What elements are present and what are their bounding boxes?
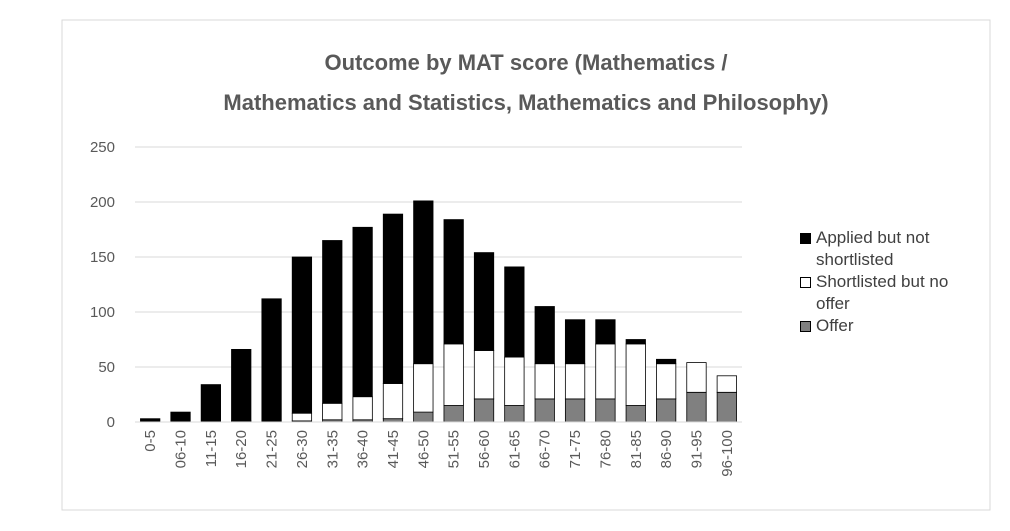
bar-segment — [352, 396, 373, 421]
x-tick-label: 91-95 — [688, 430, 705, 468]
bar-segment — [322, 240, 343, 404]
bar-segment — [200, 384, 221, 423]
legend-swatch — [800, 321, 811, 332]
bar-segment — [595, 398, 616, 423]
x-tick-label: 81-85 — [628, 430, 645, 468]
bar-segment — [625, 343, 646, 406]
bar-segment — [504, 405, 525, 423]
x-tick-label: 71-75 — [567, 430, 584, 468]
bar-segment — [473, 350, 495, 400]
chart-title: Mathematics and Statistics, Mathematics … — [223, 90, 829, 115]
bar-segment — [504, 356, 525, 406]
bar-segment — [716, 391, 737, 423]
x-tick-label: 21-25 — [264, 430, 281, 468]
x-tick-label: 0-5 — [142, 430, 159, 452]
bar-segment — [595, 343, 616, 400]
x-tick-label: 96-100 — [719, 430, 736, 477]
legend-swatch — [800, 277, 811, 288]
x-tick-label: 11-15 — [203, 430, 220, 467]
bar-segment — [413, 363, 434, 413]
x-tick-label: 46-50 — [415, 430, 432, 468]
x-tick-label: 86-90 — [658, 430, 675, 468]
bar-segment — [170, 411, 191, 423]
bar-segment — [534, 398, 555, 423]
bar-segment — [473, 252, 495, 351]
y-tick-label: 0 — [107, 414, 115, 431]
legend-label: Shortlisted but no offer — [816, 272, 949, 313]
bar-segment — [261, 298, 282, 423]
bar-segment — [716, 375, 737, 393]
bar-segment — [291, 412, 313, 422]
legend-label: Applied but not shortlisted — [816, 228, 930, 269]
bar-segment — [291, 256, 313, 414]
bar-segment — [413, 200, 434, 365]
x-tick-label: 06-10 — [173, 430, 190, 468]
bar-segment — [231, 348, 252, 422]
bar-segment — [322, 402, 343, 421]
x-tick-label: 16-20 — [233, 430, 250, 468]
y-tick-label: 50 — [98, 359, 115, 376]
bar-segment — [595, 319, 616, 345]
x-tick-label: 61-65 — [506, 430, 523, 468]
bar-segment — [625, 405, 646, 423]
y-tick-label: 250 — [90, 139, 115, 156]
chart-title: Outcome by MAT score (Mathematics / — [324, 50, 728, 75]
bar-segment — [443, 219, 464, 345]
bar-segment — [564, 319, 586, 365]
bar-segment — [625, 339, 646, 345]
bar-segment — [656, 363, 677, 400]
x-tick-label: 26-30 — [294, 430, 311, 468]
bar-segment — [352, 226, 373, 398]
legend-label: Offer — [816, 316, 854, 335]
x-tick-label: 41-45 — [385, 430, 402, 468]
bar-segment — [413, 411, 434, 423]
y-tick-label: 200 — [90, 194, 115, 211]
chart-border — [61, 19, 991, 511]
bar-segment — [504, 266, 525, 358]
legend-swatch — [800, 233, 811, 244]
y-tick-label: 150 — [90, 249, 115, 266]
x-tick-label: 56-60 — [476, 430, 493, 468]
bar-segment — [656, 398, 677, 423]
bar-segment — [382, 213, 404, 384]
bar-segment — [564, 363, 586, 400]
bar-segment — [534, 363, 555, 400]
x-tick-label: 31-35 — [324, 430, 341, 468]
bar-segment — [686, 391, 707, 423]
bar-segment — [656, 358, 677, 365]
legend-item: Offer — [800, 315, 975, 337]
bar-segment — [443, 405, 464, 423]
bar-segment — [473, 398, 495, 423]
bar-segment — [443, 343, 464, 406]
bar-segment — [534, 306, 555, 365]
bar-segment — [564, 398, 586, 423]
x-tick-label: 51-55 — [446, 430, 463, 468]
x-tick-label: 66-70 — [537, 430, 554, 468]
x-tick-label: 76-80 — [597, 430, 614, 468]
x-tick-label: 36-40 — [355, 430, 372, 468]
bar-segment — [382, 383, 404, 420]
bar-segment — [686, 362, 707, 393]
legend-item: Applied but not shortlisted — [800, 227, 975, 271]
legend-item: Shortlisted but no offer — [800, 271, 975, 315]
y-tick-label: 100 — [90, 304, 115, 321]
